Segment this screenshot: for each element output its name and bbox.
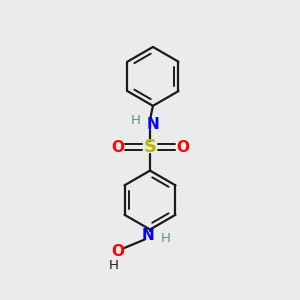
Text: O: O [111, 244, 124, 259]
Text: O: O [111, 140, 124, 154]
Text: H: H [160, 232, 170, 245]
Text: H: H [108, 259, 118, 272]
Text: N: N [141, 229, 154, 244]
Text: O: O [176, 140, 189, 154]
Text: H: H [131, 114, 141, 127]
Text: N: N [147, 118, 159, 133]
Text: S: S [143, 138, 157, 156]
